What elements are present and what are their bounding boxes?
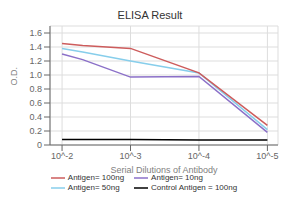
- svg-text:0.6: 0.6: [29, 98, 42, 108]
- svg-text:0: 0: [37, 140, 42, 150]
- svg-text:0.4: 0.4: [29, 112, 42, 122]
- svg-text:1.0: 1.0: [29, 70, 42, 80]
- html-text:Antigen= 10ng: Antigen= 10ng: [151, 173, 203, 182]
- svg-text:1.6: 1.6: [29, 28, 42, 38]
- svg-text:0.8: 0.8: [29, 84, 42, 94]
- svg-text:1.2: 1.2: [29, 56, 42, 66]
- svg-text:10^-3: 10^-3: [119, 151, 141, 161]
- svg-text:0.2: 0.2: [29, 126, 42, 136]
- svg-text:10^-2: 10^-2: [51, 151, 73, 161]
- html-text:Antigen= 100ng: Antigen= 100ng: [67, 173, 125, 182]
- html-text:ELISA Result: ELISA Result: [117, 9, 183, 21]
- svg-text:10^-5: 10^-5: [256, 151, 278, 161]
- svg-text:1.4: 1.4: [29, 42, 42, 52]
- html-text:Antigen= 50ng: Antigen= 50ng: [67, 183, 120, 192]
- html-text:Control Antigen = 100ng: Control Antigen = 100ng: [151, 183, 238, 192]
- svg-text:Serial Dilutions of Antibody: Serial Dilutions of Antibody: [110, 165, 218, 175]
- svg-text:O.D.: O.D.: [9, 67, 19, 86]
- svg-text:10^-4: 10^-4: [188, 151, 210, 161]
